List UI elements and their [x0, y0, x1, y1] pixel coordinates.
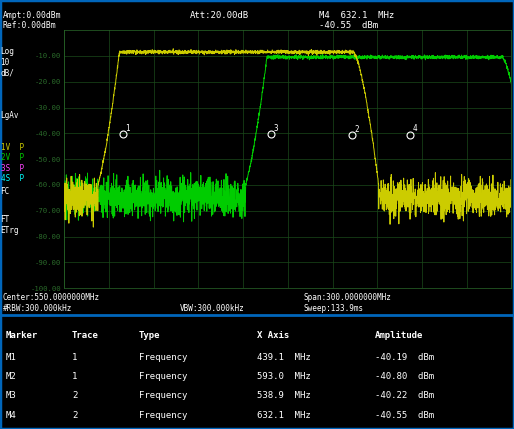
Text: 1: 1 — [72, 372, 77, 381]
Text: -40.55  dBm: -40.55 dBm — [319, 21, 378, 30]
Text: 1: 1 — [125, 124, 130, 133]
Text: 4: 4 — [412, 124, 417, 133]
Text: Frequency: Frequency — [139, 372, 187, 381]
Text: ETrg: ETrg — [1, 226, 19, 235]
Text: 632.1  MHz: 632.1 MHz — [257, 411, 311, 420]
Text: 3: 3 — [273, 124, 278, 133]
Text: Frequency: Frequency — [139, 353, 187, 362]
Text: Amplitude: Amplitude — [375, 331, 424, 340]
Text: Type: Type — [139, 331, 160, 340]
Text: M1: M1 — [5, 353, 16, 362]
Text: M4: M4 — [5, 411, 16, 420]
Text: -40.19  dBm: -40.19 dBm — [375, 353, 434, 362]
Text: Frequency: Frequency — [139, 411, 187, 420]
Text: LgAv: LgAv — [1, 111, 19, 120]
Text: 2: 2 — [72, 392, 77, 401]
Text: 2: 2 — [354, 125, 359, 134]
Text: 538.9  MHz: 538.9 MHz — [257, 392, 311, 401]
Text: 4S  P: 4S P — [1, 174, 24, 183]
Text: 3S  P: 3S P — [1, 164, 24, 173]
Text: 1: 1 — [72, 353, 77, 362]
Text: 2: 2 — [72, 411, 77, 420]
Text: -40.55  dBm: -40.55 dBm — [375, 411, 434, 420]
Text: X Axis: X Axis — [257, 331, 289, 340]
Text: dB/: dB/ — [1, 68, 14, 77]
Text: Marker: Marker — [5, 331, 38, 340]
Text: 593.0  MHz: 593.0 MHz — [257, 372, 311, 381]
Text: Sweep:133.9ms: Sweep:133.9ms — [303, 305, 363, 313]
Text: 439.1  MHz: 439.1 MHz — [257, 353, 311, 362]
Text: Trace: Trace — [72, 331, 99, 340]
Text: Ref:0.00dBm: Ref:0.00dBm — [3, 21, 56, 30]
Text: M4  632.1  MHz: M4 632.1 MHz — [319, 11, 394, 20]
Text: 1V  P: 1V P — [1, 143, 24, 152]
Text: 2V  P: 2V P — [1, 154, 24, 162]
Text: FT: FT — [1, 215, 10, 224]
Text: FC: FC — [1, 187, 10, 196]
Text: 10: 10 — [1, 58, 10, 67]
Text: Att:20.00dB: Att:20.00dB — [190, 11, 249, 20]
Text: M3: M3 — [5, 392, 16, 401]
Text: M2: M2 — [5, 372, 16, 381]
Text: Frequency: Frequency — [139, 392, 187, 401]
Text: Center:550.0000000MHz: Center:550.0000000MHz — [3, 293, 100, 302]
Text: -40.22  dBm: -40.22 dBm — [375, 392, 434, 401]
Text: VBW:300.000kHz: VBW:300.000kHz — [180, 305, 245, 313]
Text: -40.80  dBm: -40.80 dBm — [375, 372, 434, 381]
Text: #RBW:300.000kHz: #RBW:300.000kHz — [3, 305, 72, 313]
Text: Span:300.0000000MHz: Span:300.0000000MHz — [303, 293, 391, 302]
Text: Log: Log — [1, 48, 14, 57]
Text: Ampt:0.00dBm: Ampt:0.00dBm — [3, 11, 61, 20]
